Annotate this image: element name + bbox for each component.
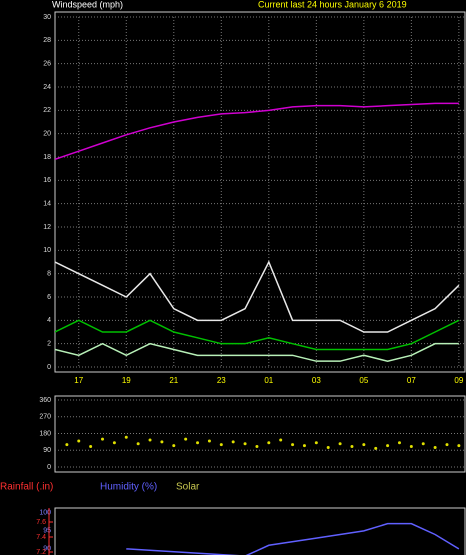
y-tick-label: 4 [47, 317, 51, 324]
scatter-point [421, 442, 425, 446]
y-tick-label: 360 [39, 397, 51, 404]
scatter-point [326, 445, 330, 449]
scatter-point [386, 444, 390, 448]
scatter-point [184, 437, 188, 441]
chart-subtitle: Current last 24 hours January 6 2019 [258, 0, 407, 9]
scatter-point [77, 439, 81, 443]
legend-label: Solar [176, 482, 200, 493]
y-tick-label: 16 [43, 177, 51, 184]
scatter-point [160, 440, 164, 444]
y-tick-label: 95 [43, 528, 51, 535]
scatter-point [267, 441, 271, 445]
y2-tick-label: 7.2 [36, 549, 46, 555]
x-tick-label: 05 [359, 376, 368, 385]
scatter-point [243, 442, 247, 446]
chart-title: Windspeed (mph) [52, 0, 123, 9]
y-tick-label: 10 [43, 247, 51, 254]
scatter-point [89, 445, 93, 449]
scatter-point [279, 438, 283, 442]
series-line [55, 260, 460, 333]
scatter-point [136, 442, 140, 446]
y-tick-label: 180 [39, 430, 51, 437]
scatter-point [302, 444, 306, 448]
scatter-point [112, 441, 116, 445]
y-tick-label: 22 [43, 107, 51, 114]
series-line [126, 522, 460, 555]
scatter-point [148, 438, 152, 442]
x-tick-label: 03 [312, 376, 321, 385]
scatter-point [101, 437, 105, 441]
y-tick-label: 24 [43, 84, 51, 91]
scatter-point [350, 445, 354, 449]
y-tick-label: 28 [43, 37, 51, 44]
x-tick-label: 09 [454, 376, 463, 385]
scatter-point [65, 443, 69, 447]
y2-tick-label: 7.4 [36, 534, 46, 541]
plot-frame [54, 11, 466, 373]
y-tick-label: 90 [43, 546, 51, 553]
scatter-point [362, 443, 366, 447]
y-tick-label: 90 [43, 447, 51, 454]
y-tick-label: 30 [43, 14, 51, 21]
x-tick-label: 17 [74, 376, 83, 385]
legend-label: Humidity (%) [100, 482, 157, 493]
y-tick-label: 0 [47, 364, 51, 371]
scatter-point [196, 441, 200, 445]
scatter-point [409, 445, 413, 449]
x-tick-label: 19 [122, 376, 131, 385]
scatter-point [314, 441, 318, 445]
scatter-point [338, 442, 342, 446]
y-tick-label: 26 [43, 61, 51, 68]
y-tick-label: 100 [39, 510, 51, 517]
scatter-point [207, 439, 211, 443]
scatter-point [445, 443, 449, 447]
legend-label: Rainfall (.in) [0, 482, 53, 493]
y-tick-label: 12 [43, 224, 51, 231]
scatter-point [374, 446, 378, 450]
y2-tick-label: 7.6 [36, 519, 46, 526]
scatter-point [255, 445, 259, 449]
scatter-point [172, 444, 176, 448]
y-tick-label: 18 [43, 154, 51, 161]
scatter-point [219, 443, 223, 447]
y-tick-label: 14 [43, 201, 51, 208]
x-tick-label: 07 [407, 376, 416, 385]
y-tick-label: 0 [47, 464, 51, 471]
series-line [55, 342, 459, 362]
x-tick-label: 23 [217, 376, 226, 385]
scatter-point [291, 443, 295, 447]
scatter-point [231, 440, 235, 444]
x-tick-label: 01 [264, 376, 273, 385]
scatter-point [397, 441, 401, 445]
y-tick-label: 2 [47, 341, 51, 348]
y-tick-label: 270 [39, 414, 51, 421]
y-tick-label: 6 [47, 294, 51, 301]
x-tick-label: 21 [169, 376, 178, 385]
series-line [55, 102, 459, 161]
y-tick-label: 8 [47, 271, 51, 278]
scatter-point [433, 445, 437, 449]
y-tick-label: 20 [43, 131, 51, 138]
series-line [55, 319, 460, 351]
scatter-point [457, 444, 461, 448]
scatter-point [124, 435, 128, 439]
plot-frame [54, 507, 466, 555]
